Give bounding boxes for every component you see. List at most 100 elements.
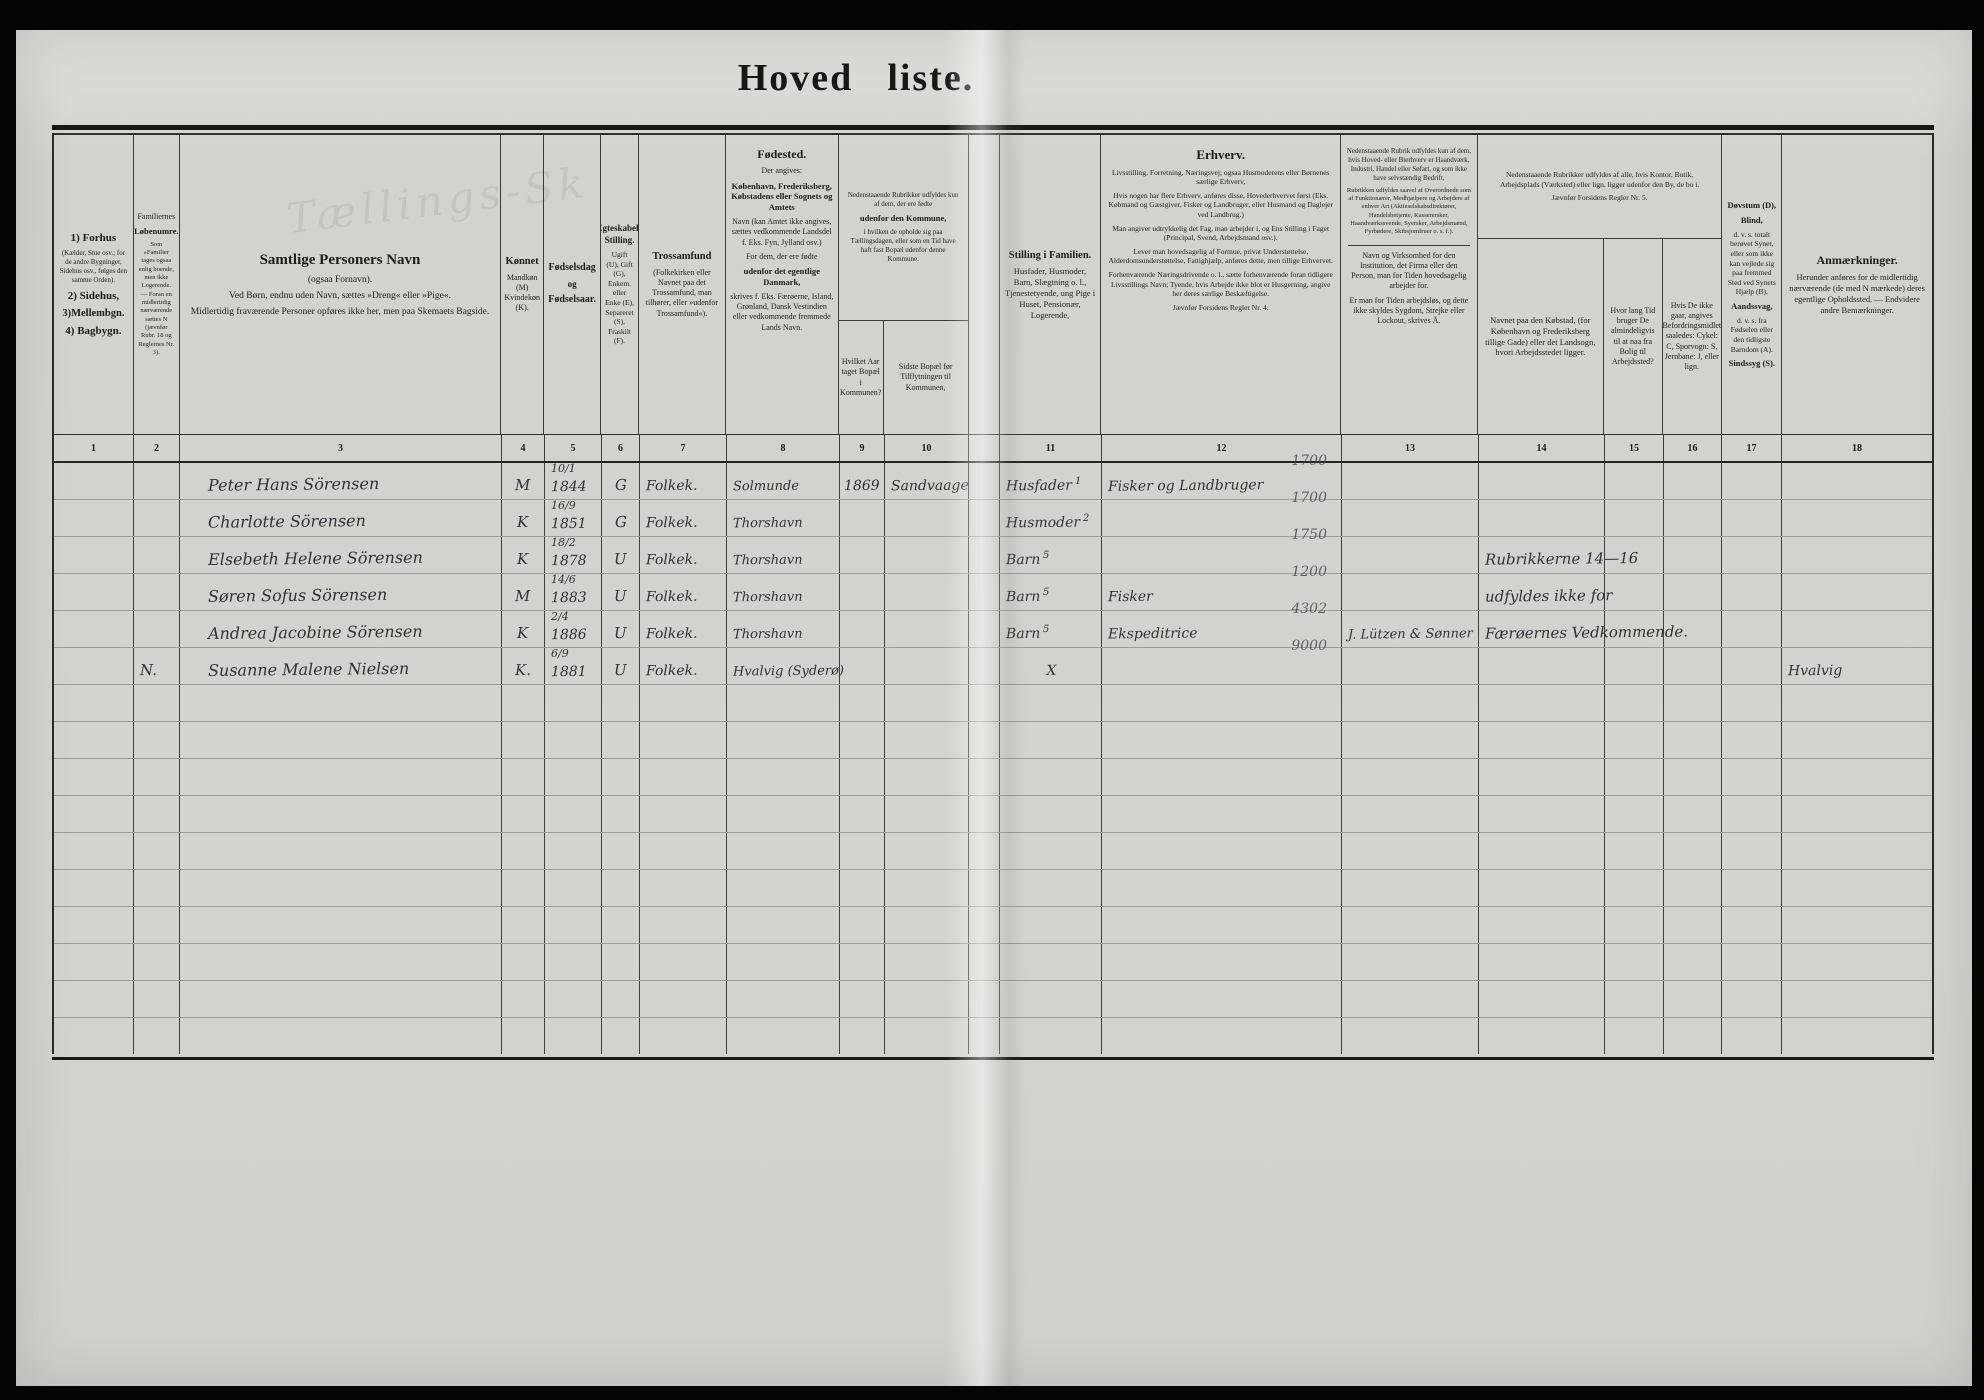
cell-c14: udfyldes ikke for: [1479, 574, 1612, 610]
column-group-cols-g910: Hvilket Aar taget Bopæl i Kommunen? Sidst…: [839, 321, 968, 434]
header-text-line: Nedenstaaende Rubrik udfyldes kun af dem…: [1346, 147, 1472, 182]
header-text-line: Rubrikken udfyldes saavel af Overordnede…: [1346, 186, 1471, 236]
cell-c6: U: [602, 648, 640, 684]
birth-day-entry: 6/9: [551, 647, 569, 660]
cell-c3: Elsebeth Helene Sörensen: [180, 537, 502, 573]
column-group-cols-g1416: Navnet paa den Købstad, (for København o…: [1478, 239, 1722, 434]
header-text-line: Løbenumre.: [134, 225, 179, 236]
cell-c17: [1722, 759, 1782, 795]
occupation-code-entry: 1750: [1291, 527, 1327, 543]
cell-c11: [1000, 981, 1102, 1017]
column-header-c7: Trossamfund (Folkekirken eller Navnet paa…: [639, 135, 726, 434]
cell-c5: [545, 870, 602, 906]
cell-c12: [1102, 907, 1342, 943]
birth-day-entry: 10/1: [551, 462, 576, 475]
religion-entry: Folkek.: [645, 551, 698, 569]
table-row: [54, 944, 1932, 981]
cell-spine: [969, 1018, 1000, 1054]
rubrics-note-entry: Rubrikkerne 14—16: [1484, 548, 1639, 569]
cell-c2: [134, 500, 180, 536]
header-text-line: Hvis nogen har flere Erhverv, anføres di…: [1108, 190, 1334, 219]
header-text-line: Ugift (U), Gift (G), Enkem. eller Enke (…: [605, 250, 634, 346]
cell-c10: [885, 685, 969, 721]
cell-c12: [1102, 685, 1342, 721]
page-title: Hoved liste.: [636, 56, 1076, 100]
cell-c16: [1664, 907, 1722, 943]
cell-c11: Barn 5: [1000, 611, 1102, 647]
birthplace-entry: Solmunde: [732, 478, 800, 495]
cell-c2: [134, 611, 180, 647]
header-text-line: d. v. s. fra Fødselen eller den tidligst…: [1730, 315, 1773, 354]
column-number-label: 6: [618, 442, 623, 454]
cell-c18: [1782, 574, 1932, 610]
header-text-line: Navn (kan Amtet ikke angives, sættes ved…: [731, 217, 832, 247]
cell-c1: [54, 574, 134, 610]
cell-c5: [545, 981, 602, 1017]
header-text-line: Forhenværende Næringsdrivende o. l., sæt…: [1108, 269, 1333, 299]
column-header-c17: Døvstum (D), Blind, d. v. s. totalt berøve…: [1722, 135, 1783, 434]
cell-c4: [502, 685, 545, 721]
cell-c14: [1479, 907, 1605, 943]
cell-c13: [1342, 537, 1479, 573]
cell-c8: [727, 1018, 840, 1054]
cell-c10: [885, 537, 969, 573]
cell-spine: [969, 981, 1000, 1017]
table-row: [54, 685, 1932, 722]
header-text-line: Sidste Bopæl før Tilflytningen til Kommu…: [898, 362, 953, 392]
cell-c14: [1479, 500, 1605, 536]
cell-c10: [885, 944, 969, 980]
cell-c18: [1782, 870, 1932, 906]
header-text-line: Hvor lang Tid bruger De almindeligvis ti…: [1610, 305, 1656, 366]
family-position-entry: Barn: [1005, 551, 1041, 569]
family-position-entry: Barn: [1005, 588, 1041, 606]
column-header-c15: Hvor lang Tid bruger De almindeligvis ti…: [1604, 239, 1663, 434]
cell-c15: [1605, 537, 1664, 573]
header-text-line: Familiernes: [137, 211, 176, 221]
table-row: [54, 759, 1932, 796]
cell-c6: [602, 685, 640, 721]
cell-c18: [1782, 759, 1932, 795]
cell-c17: [1722, 500, 1782, 536]
cell-c11: Barn 5: [1000, 537, 1102, 573]
religion-entry: Folkek.: [645, 588, 698, 606]
cell-c9: [840, 870, 885, 906]
header-text-line: 4) Bagbygn.: [65, 325, 122, 338]
table-row: Elsebeth Helene Sörensen K 18/2 1878 U Folkek…: [54, 527, 1932, 574]
cell-c9: [840, 611, 885, 647]
cell-c12: Ekspeditrice 4302: [1102, 601, 1342, 647]
cell-c9: 1869: [840, 463, 885, 499]
cell-c17: [1722, 870, 1782, 906]
column-number-label: 18: [1852, 442, 1862, 454]
cell-c15: [1605, 907, 1664, 943]
census-page-scan: Hoved liste. Tællings-Sk 1) Forhus (Kælder…: [16, 30, 1972, 1386]
cell-spine: [969, 722, 1000, 758]
cell-c17: [1722, 907, 1782, 943]
header-text-line: Er man for Tiden arbejdsløs, og dette ik…: [1349, 295, 1469, 326]
cell-c8: [727, 833, 840, 869]
column-number-label: 2: [154, 442, 159, 454]
cell-c17: [1722, 574, 1782, 610]
cell-c2: [134, 685, 180, 721]
sex-entry: K: [517, 512, 529, 532]
cell-spine: [969, 759, 1000, 795]
cell-c2: [134, 759, 180, 795]
person-name-entry: Andrea Jacobine Sörensen: [207, 621, 423, 644]
religion-entry: Folkek.: [645, 514, 698, 532]
cell-c5: [545, 944, 602, 980]
cell-c12: [1102, 722, 1342, 758]
cell-c1: [54, 611, 134, 647]
occupation-entry: Fisker: [1107, 588, 1153, 606]
column-number-label: 4: [520, 442, 526, 454]
column-number-label: 17: [1746, 442, 1757, 454]
column-number-label: 3: [338, 442, 343, 454]
column-number-c4: 4: [502, 435, 545, 461]
header-text-line: d. v. s. totalt berøvet Synet, eller som…: [1727, 229, 1776, 297]
occupation-code-entry: 1200: [1291, 564, 1327, 580]
cell-c17: [1722, 722, 1782, 758]
header-text-line: i hvilken de opholde sig paa Tællingsdag…: [850, 227, 956, 263]
cell-c13: [1342, 907, 1479, 943]
cell-c3: [180, 833, 502, 869]
table-row: Søren Sofus Sörensen M 14/6 1883 U Folkek. Tho…: [54, 564, 1932, 611]
cell-c18: [1782, 944, 1932, 980]
cell-c17: [1722, 944, 1782, 980]
